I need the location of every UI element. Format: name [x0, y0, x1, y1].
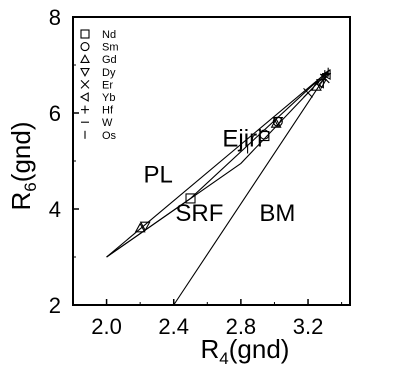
curve-ejiri: [106, 69, 331, 258]
legend-label: W: [102, 117, 113, 129]
marker-gd: [310, 80, 322, 91]
legend-item-w: W: [81, 117, 113, 129]
legend-label: Hf: [102, 105, 114, 117]
y-tick-label: 4: [49, 197, 61, 222]
marker-dy: [139, 221, 151, 232]
marker-sm: [259, 129, 270, 140]
legend-label: Dy: [102, 67, 116, 79]
legend-item-yb: Yb: [79, 92, 115, 104]
marker-gd: [270, 117, 282, 128]
legend-item-dy: Dy: [80, 67, 116, 79]
y-axis-label: R6(gnd): [6, 122, 40, 211]
legend-label: Gd: [102, 54, 117, 66]
x-tick-label: 2.8: [226, 314, 257, 339]
legend-item-os: Os: [84, 130, 117, 142]
model-curves: [106, 69, 331, 306]
y-tick-label: 2: [49, 293, 61, 318]
y-tick-label: 6: [49, 101, 61, 126]
curve-bm: [173, 71, 329, 306]
annotation-ejiri: Ejiri: [222, 126, 262, 153]
marker-nd: [185, 193, 196, 204]
axis-ticks: 2.0 2.4 2.8 3.2 2 4 6 8: [49, 5, 343, 339]
legend-label: Sm: [102, 42, 119, 54]
annotation-bm: BM: [259, 200, 295, 227]
legend-label: Er: [102, 79, 113, 91]
legend-label: Nd: [102, 29, 116, 41]
marker-yb: [314, 77, 324, 89]
x-tick-label: 2.4: [158, 314, 189, 339]
marker-yb: [320, 69, 331, 81]
legend-item-gd: Gd: [80, 54, 117, 66]
annotation-srf: SRF: [175, 200, 223, 227]
curve-srf: [106, 71, 329, 258]
x-tick-label: 3.2: [293, 314, 324, 339]
y-tick-label: 8: [49, 5, 61, 30]
x-tick-label: 2.0: [91, 314, 122, 339]
x-axis-label: R4(gnd): [201, 334, 290, 367]
annotation-pl: PL: [144, 162, 173, 189]
data-markers: [134, 67, 331, 233]
marker-gd: [134, 222, 146, 233]
legend-label: Os: [102, 130, 117, 142]
legend-item-sm: Sm: [80, 42, 119, 54]
legend-item-hf: Hf: [81, 105, 114, 117]
marker-dy: [272, 117, 284, 127]
legend-item-nd: Nd: [80, 29, 116, 41]
legend-item-er: Er: [80, 79, 113, 91]
legend-label: Yb: [102, 92, 115, 104]
marker-er: [303, 87, 313, 98]
